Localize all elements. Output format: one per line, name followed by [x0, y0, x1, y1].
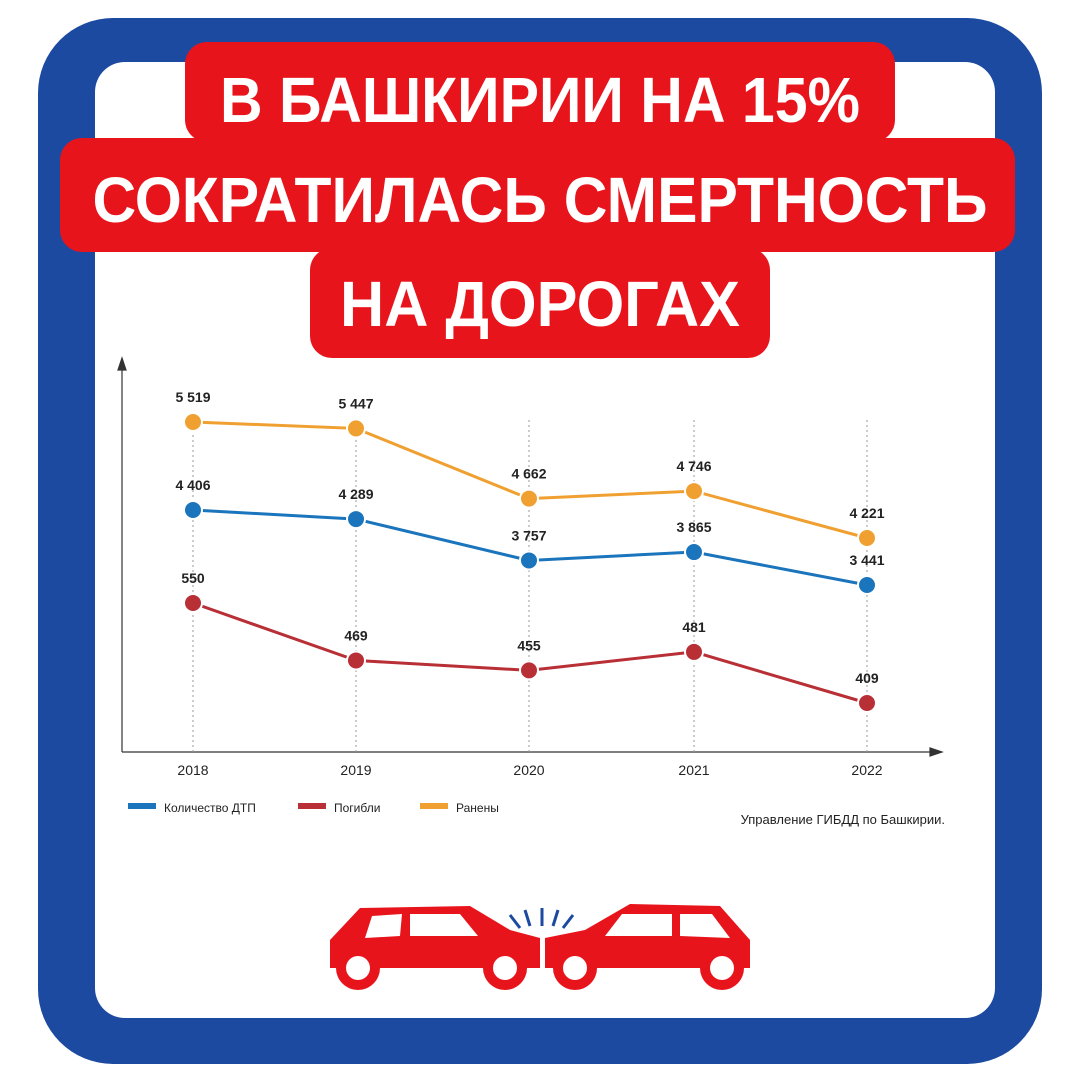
title-line: НА ДОРОГАХ: [340, 268, 740, 340]
title-line: В БАШКИРИИ НА 15%: [220, 64, 860, 136]
point: [183, 593, 203, 613]
arrow: [117, 356, 127, 371]
value-label: 409: [855, 670, 879, 686]
value-label: 4 289: [338, 486, 373, 502]
value-label: 4 406: [175, 477, 210, 493]
value-label: 5 519: [175, 389, 210, 405]
value-label: 4 221: [849, 505, 884, 521]
value-label: 455: [517, 637, 541, 653]
value-label: 4 746: [676, 458, 711, 474]
point: [684, 481, 704, 502]
x-tick-label: 2019: [340, 762, 371, 778]
value-label: 481: [682, 619, 706, 635]
point: [684, 641, 704, 662]
title-line: СОКРАТИЛАСЬ СМЕРТНОСТЬ: [93, 164, 988, 236]
legend-label: Количество ДТП: [164, 801, 256, 815]
legend-swatch: [420, 803, 448, 809]
value-label: 5 447: [338, 395, 373, 411]
title-box: [185, 42, 895, 142]
legend-label: Погибли: [334, 801, 380, 815]
arrow: [929, 747, 944, 757]
x-tick-label: 2021: [678, 762, 709, 778]
value-label: 3 757: [511, 527, 546, 543]
value-label: 550: [181, 570, 205, 586]
title-box: [310, 248, 770, 358]
point: [519, 660, 539, 681]
point: [519, 550, 539, 571]
point: [183, 500, 203, 520]
point: [346, 418, 366, 439]
point: [857, 693, 877, 713]
value-label: 4 662: [511, 466, 546, 482]
x-tick-label: 2020: [513, 762, 544, 778]
x-tick-label: 2018: [177, 762, 208, 778]
point: [183, 412, 203, 432]
point: [857, 575, 877, 595]
legend-swatch: [128, 803, 156, 809]
value-label: 3 865: [676, 519, 711, 535]
x-tick-label: 2022: [851, 762, 882, 778]
point: [346, 650, 366, 671]
title-box: [60, 138, 1015, 252]
point: [857, 528, 877, 548]
point: [519, 488, 539, 509]
cars-illustration: [330, 904, 750, 990]
value-label: 3 441: [849, 552, 884, 568]
point: [346, 509, 366, 530]
legend-swatch: [298, 803, 326, 809]
value-label: 469: [344, 627, 368, 643]
source: Управление ГИБДД по Башкирии.: [741, 812, 945, 827]
legend-label: Ранены: [456, 801, 499, 815]
point: [684, 542, 704, 563]
